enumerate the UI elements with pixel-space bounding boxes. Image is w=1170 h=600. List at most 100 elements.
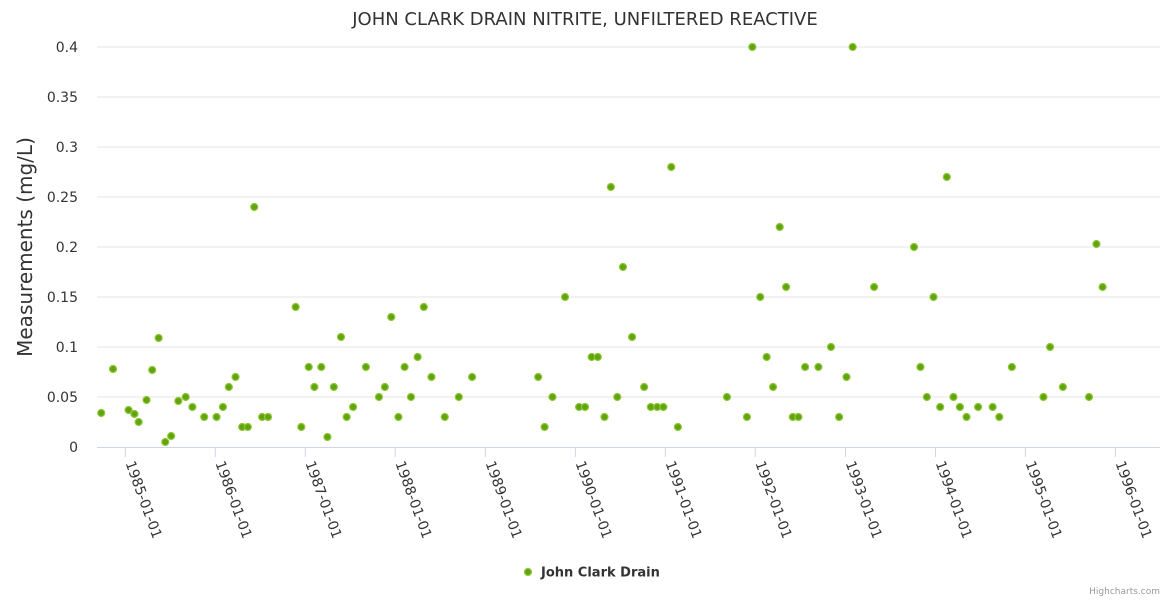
data-point[interactable] [218,402,228,412]
data-point[interactable] [468,372,477,382]
data-point[interactable] [659,402,668,412]
data-point[interactable] [1045,342,1055,352]
data-point[interactable] [722,392,732,402]
data-point[interactable] [909,242,919,252]
data-point[interactable] [974,402,983,412]
data-point[interactable] [800,362,810,372]
data-point[interactable] [243,422,252,432]
data-point[interactable] [167,431,176,441]
data-point[interactable] [250,202,259,212]
data-point[interactable] [742,412,752,422]
data-point[interactable] [756,292,765,302]
data-point[interactable] [640,382,649,392]
data-point[interactable] [826,342,836,352]
data-point[interactable] [348,402,358,412]
data-point[interactable] [323,432,332,442]
data-point[interactable] [580,402,590,412]
data-point[interactable] [231,372,240,382]
data-point[interactable] [929,292,938,302]
data-point[interactable] [814,362,823,372]
data-point[interactable] [1092,239,1101,249]
data-point[interactable] [748,42,757,52]
data-point[interactable] [916,362,925,372]
data-point[interactable] [406,392,416,402]
data-point[interactable] [627,332,637,342]
legend-marker[interactable] [523,567,533,577]
data-point[interactable] [775,222,784,232]
data-point[interactable] [618,262,628,272]
data-point[interactable] [413,352,422,362]
data-point[interactable] [962,412,971,422]
data-point[interactable] [942,172,951,182]
data-point[interactable] [148,365,157,375]
data-point[interactable] [613,392,622,402]
data-point[interactable] [922,392,931,402]
data-point[interactable] [842,372,851,382]
data-point[interactable] [342,412,351,422]
x-tick-label: 1987-01-01 [302,459,345,541]
data-point[interactable] [97,408,106,418]
data-point[interactable] [212,412,221,422]
data-point[interactable] [142,395,151,405]
data-point[interactable] [108,364,118,374]
data-point[interactable] [949,392,958,402]
data-point[interactable] [336,332,346,342]
data-point[interactable] [794,412,803,422]
data-point[interactable] [870,282,879,292]
data-point[interactable] [181,392,190,402]
data-point[interactable] [936,402,945,412]
data-point[interactable] [540,422,549,432]
data-point[interactable] [1007,362,1016,372]
data-point[interactable] [310,382,319,392]
data-point[interactable] [124,405,133,415]
data-point[interactable] [848,42,857,52]
data-point[interactable] [835,412,844,422]
data-point[interactable] [1084,392,1094,402]
data-point[interactable] [673,422,683,432]
data-point[interactable] [454,392,463,402]
data-point[interactable] [291,302,300,312]
data-point[interactable] [534,372,543,382]
legend[interactable]: John Clark Drain [523,566,660,581]
data-point[interactable] [400,362,409,372]
data-point[interactable] [380,382,389,392]
data-point[interactable] [600,412,609,422]
data-point[interactable] [1058,382,1067,392]
data-point[interactable] [782,282,791,292]
data-point[interactable] [995,412,1004,422]
data-point[interactable] [224,382,233,392]
data-point[interactable] [161,437,170,447]
data-point[interactable] [593,352,602,362]
data-point[interactable] [188,402,197,412]
data-point[interactable] [317,362,326,372]
data-point[interactable] [200,412,209,422]
data-point[interactable] [427,372,436,382]
data-point[interactable] [387,312,396,322]
data-point[interactable] [1098,282,1107,292]
data-point[interactable] [768,382,778,392]
data-point[interactable] [134,417,143,427]
data-point[interactable] [560,292,570,302]
data-point[interactable] [297,422,306,432]
data-point[interactable] [361,362,370,372]
data-point[interactable] [440,412,449,422]
data-point[interactable] [667,162,676,172]
credit-link[interactable]: Highcharts.com [1089,587,1160,597]
data-point[interactable] [988,402,997,412]
data-point[interactable] [955,402,964,412]
data-point[interactable] [263,412,273,422]
data-point[interactable] [606,182,615,192]
data-point[interactable] [762,352,771,362]
x-tick-label: 1988-01-01 [391,459,434,541]
data-point[interactable] [304,362,313,372]
data-point[interactable] [154,333,163,343]
data-point[interactable] [394,412,403,422]
data-point[interactable] [174,396,183,406]
data-point[interactable] [1039,392,1048,402]
data-point[interactable] [374,392,384,402]
data-point[interactable] [548,392,557,402]
data-point[interactable] [130,409,139,419]
data-point[interactable] [329,382,338,392]
legend-label[interactable]: John Clark Drain [540,566,660,581]
data-point[interactable] [419,302,428,312]
